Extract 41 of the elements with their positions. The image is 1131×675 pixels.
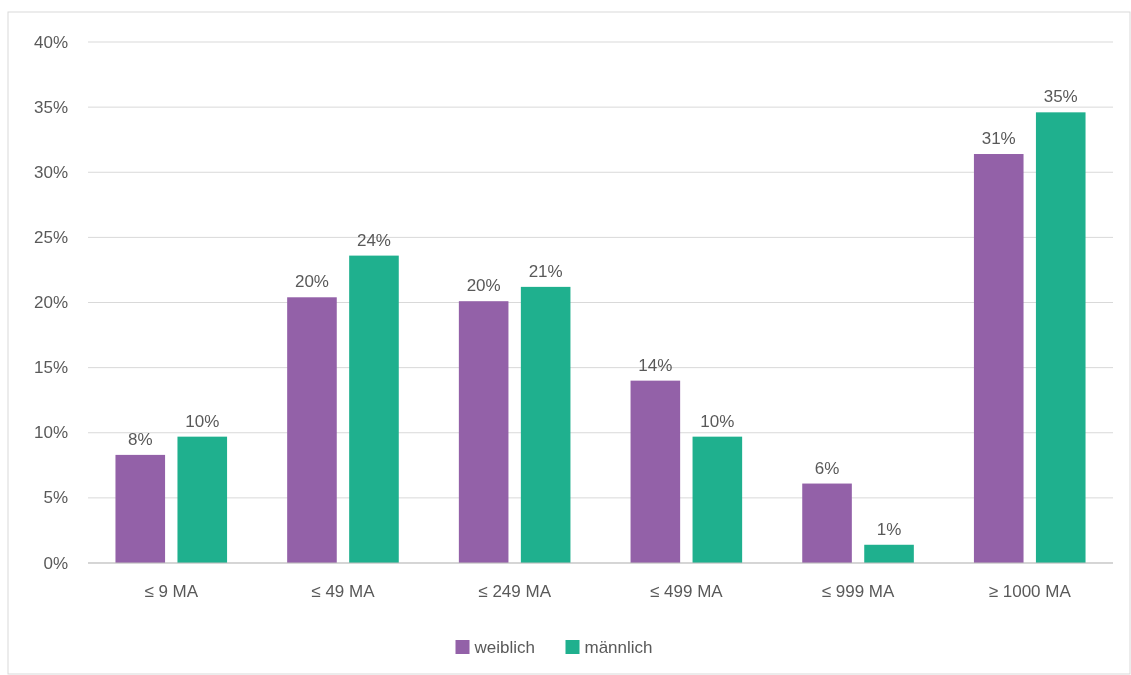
data-label: 20% (294, 272, 329, 292)
x-tick-label: ≤ 49 MA (311, 582, 376, 601)
bar (349, 255, 399, 563)
y-tick-label: 5% (43, 488, 68, 508)
y-tick-label: 15% (33, 358, 68, 378)
bar (177, 436, 228, 563)
data-label: 35% (1043, 87, 1078, 107)
data-label: 14% (638, 355, 673, 375)
data-label: 31% (981, 129, 1016, 149)
bar (630, 380, 681, 563)
x-tick-label: ≤ 249 MA (478, 582, 552, 601)
legend-label: weiblich (473, 637, 535, 657)
x-tick-label: ≤ 999 MA (821, 582, 896, 601)
bar (520, 286, 571, 563)
bar (1035, 112, 1086, 563)
bar (864, 544, 914, 563)
data-label: 10% (700, 411, 735, 431)
data-label: 10% (185, 411, 220, 431)
bar (802, 483, 852, 563)
bar (115, 454, 166, 563)
bar (287, 297, 337, 563)
data-label: 8% (127, 429, 153, 449)
y-tick-label: 25% (33, 227, 68, 247)
data-label: 6% (814, 458, 840, 478)
legend-label: männlich (584, 637, 653, 657)
bar (973, 154, 1024, 563)
y-tick-label: 10% (33, 423, 68, 443)
x-tick-label: ≤ 499 MA (650, 582, 724, 601)
x-tick-label: ≤ 9 MA (144, 582, 199, 601)
y-tick-label: 30% (33, 162, 68, 182)
data-label: 21% (528, 261, 563, 281)
bar (458, 301, 509, 563)
data-label: 1% (876, 519, 902, 539)
y-tick-label: 0% (43, 553, 68, 573)
data-label: 24% (356, 230, 391, 250)
y-tick-label: 40% (33, 32, 68, 52)
y-tick-label: 20% (33, 293, 68, 312)
y-tick-label: 35% (33, 97, 68, 117)
x-tick-label: ≥ 1000 MA (988, 582, 1072, 601)
data-label: 20% (466, 276, 501, 296)
bar (692, 436, 743, 563)
